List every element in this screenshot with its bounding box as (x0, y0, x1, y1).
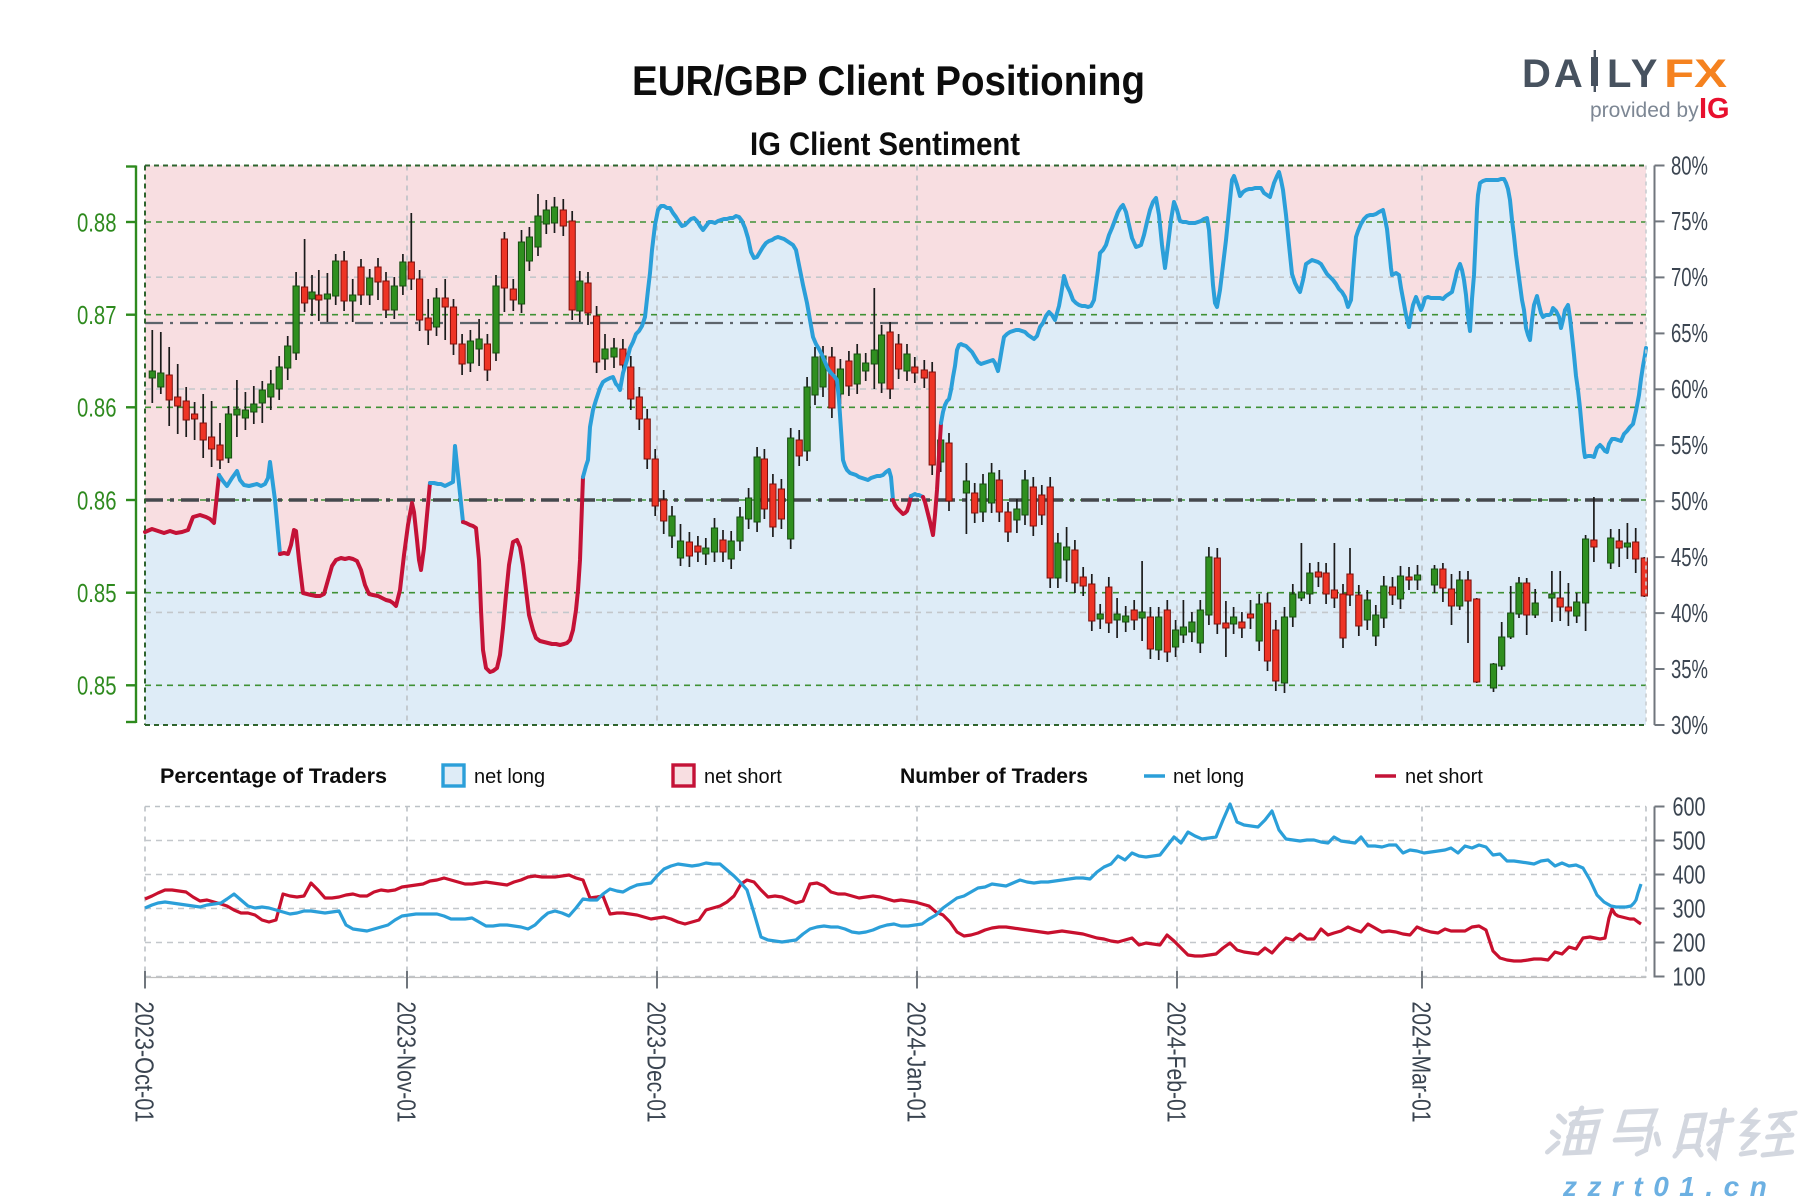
svg-text:0.87: 0.87 (77, 300, 117, 330)
svg-text:IG: IG (1699, 93, 1730, 125)
svg-text:30%: 30% (1671, 710, 1708, 740)
svg-text:65%: 65% (1671, 318, 1708, 348)
svg-text:100: 100 (1673, 962, 1706, 992)
svg-text:0.86: 0.86 (77, 393, 117, 423)
svg-text:300: 300 (1673, 894, 1706, 924)
svg-text:net long: net long (1173, 766, 1244, 788)
svg-text:2024-Feb-01: 2024-Feb-01 (1162, 1002, 1192, 1123)
svg-text:0.88: 0.88 (77, 207, 117, 237)
svg-text:LY: LY (1607, 52, 1660, 96)
svg-text:0.85: 0.85 (77, 578, 117, 608)
svg-text:net long: net long (474, 766, 545, 788)
svg-text:75%: 75% (1671, 206, 1708, 236)
svg-text:600: 600 (1673, 792, 1706, 822)
svg-text:net short: net short (1405, 766, 1483, 788)
svg-text:net short: net short (704, 766, 782, 788)
svg-text:60%: 60% (1671, 374, 1708, 404)
svg-text:2024-Mar-01: 2024-Mar-01 (1407, 1002, 1437, 1123)
svg-text:70%: 70% (1671, 262, 1708, 292)
svg-text:Number of Traders: Number of Traders (900, 765, 1088, 788)
svg-text:400: 400 (1673, 860, 1706, 890)
svg-text:35%: 35% (1671, 654, 1708, 684)
svg-text:200: 200 (1673, 928, 1706, 958)
svg-text:45%: 45% (1671, 542, 1708, 572)
svg-text:IG Client Sentiment: IG Client Sentiment (750, 126, 1020, 162)
svg-text:55%: 55% (1671, 430, 1708, 460)
svg-text:80%: 80% (1671, 150, 1708, 180)
svg-text:2023-Dec-01: 2023-Dec-01 (642, 1002, 672, 1123)
svg-text:zzrt01.cn: zzrt01.cn (1562, 1171, 1777, 1200)
svg-text:0.85: 0.85 (77, 671, 117, 701)
svg-text:FX: FX (1664, 52, 1727, 96)
svg-text:Percentage of Traders: Percentage of Traders (160, 765, 387, 788)
svg-text:50%: 50% (1671, 486, 1708, 516)
svg-text:500: 500 (1673, 826, 1706, 856)
svg-text:40%: 40% (1671, 598, 1708, 628)
svg-text:0.86: 0.86 (77, 485, 117, 515)
svg-text:2023-Nov-01: 2023-Nov-01 (392, 1002, 422, 1123)
svg-text:provided by: provided by (1590, 99, 1699, 122)
svg-text:DA: DA (1522, 52, 1586, 96)
svg-text:2023-Oct-01: 2023-Oct-01 (130, 1002, 160, 1123)
svg-text:EUR/GBP Client Positioning: EUR/GBP Client Positioning (632, 57, 1145, 104)
svg-text:2024-Jan-01: 2024-Jan-01 (902, 1002, 932, 1123)
